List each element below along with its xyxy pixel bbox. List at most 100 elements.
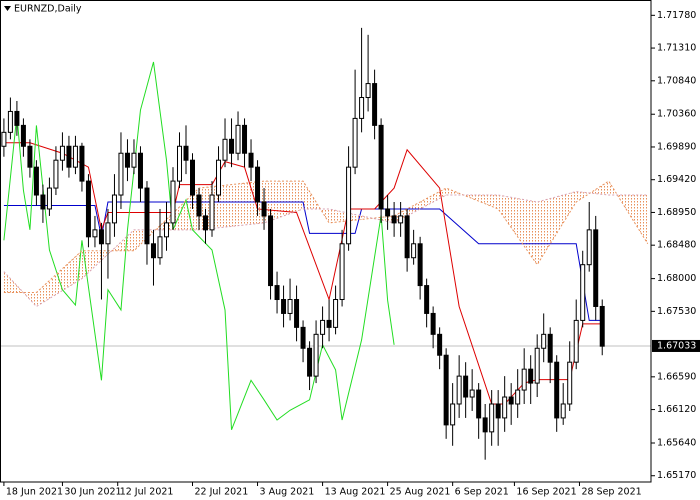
candle-body [53, 159, 59, 189]
x-tick-label: 28 Sep 2021 [581, 487, 641, 498]
x-tick-label: 12 Jul 2021 [120, 487, 174, 498]
candle-body [7, 110, 13, 133]
candle-body [508, 396, 514, 405]
y-tick-label: 1.67530 [657, 306, 696, 317]
candle-body [85, 180, 91, 238]
candle-body [469, 389, 475, 398]
candle-body [98, 229, 104, 245]
x-tick-label: 16 Sep 2021 [516, 487, 576, 498]
candle-body [79, 145, 85, 182]
candle-body [40, 194, 46, 210]
candle-body [456, 375, 462, 405]
candle-body [534, 347, 540, 384]
candle-body [560, 403, 566, 419]
candle-body [346, 166, 352, 245]
candle-body [417, 243, 423, 287]
candle-body [378, 124, 384, 210]
y-tick-label: 1.66120 [657, 404, 696, 415]
candle-body [463, 375, 469, 398]
candle-body [372, 83, 378, 126]
candle-body [495, 403, 501, 419]
y-tick-label: 1.69420 [657, 174, 696, 185]
candle-body [430, 312, 436, 335]
plot-area [0, 27, 651, 460]
candle-body [255, 166, 261, 203]
y-tick-label: 1.68950 [657, 207, 696, 218]
x-tick-label: 22 Jul 2021 [195, 487, 249, 498]
candle-body [586, 229, 592, 266]
y-tick-label: 1.66590 [657, 371, 696, 382]
candle-body [313, 333, 319, 377]
candle-body [27, 145, 33, 168]
candle-body [190, 159, 196, 196]
ichimoku-cloud [3, 181, 648, 307]
candle-body [105, 222, 111, 245]
candle-body [157, 236, 163, 259]
x-tick-label: 13 Aug 2021 [325, 487, 386, 498]
last-price-box [652, 339, 700, 352]
indicator-line [3, 180, 649, 294]
candle-body [72, 145, 78, 168]
candle-body [222, 138, 228, 161]
candle-body [111, 194, 117, 224]
y-tick-label: 1.68480 [657, 240, 696, 251]
y-tick-label: 1.65640 [657, 437, 696, 448]
chart-title: EURNZD,Daily [14, 4, 82, 15]
plot-frame [0, 0, 652, 483]
candle-body [554, 361, 560, 419]
candle-body [287, 299, 293, 314]
candle-body [593, 229, 599, 307]
candle-body [339, 243, 345, 301]
candle-body [183, 145, 189, 161]
candle-body [398, 215, 404, 224]
candle-body [92, 229, 98, 238]
candle-body [424, 285, 430, 314]
symbol-menu-icon[interactable] [4, 6, 11, 11]
candle-body [437, 333, 443, 356]
candle-body [66, 145, 72, 168]
candle-body [124, 152, 130, 168]
candle-body [176, 145, 182, 182]
candle-body [541, 333, 547, 349]
candle-body [14, 110, 20, 126]
candle-body [131, 152, 137, 168]
candle-body [580, 264, 586, 321]
candle-body [1, 131, 7, 147]
candle-body [196, 194, 202, 217]
candle-body [476, 389, 482, 419]
candle-body [248, 152, 254, 168]
candle-body [450, 403, 456, 426]
candle-body [163, 222, 169, 238]
candle-body [307, 347, 313, 377]
candle-body [443, 354, 449, 426]
candle-body [59, 145, 65, 161]
candle-body [567, 361, 573, 405]
candle-body [547, 333, 553, 363]
candle-body [20, 124, 26, 147]
candle-body [242, 124, 248, 154]
candle-body [502, 396, 508, 419]
candle-body [229, 138, 235, 154]
candle-body [203, 215, 209, 231]
y-tick-label: 1.65170 [657, 470, 696, 481]
candle-body [261, 201, 267, 217]
candle-body [489, 403, 495, 433]
y-tick-label: 1.68000 [657, 273, 696, 284]
candle-body [320, 319, 326, 335]
x-tick-label: 30 Jun 2021 [64, 487, 121, 498]
candle-body [352, 117, 358, 168]
candle-body [521, 368, 527, 391]
indicator-line [3, 191, 648, 308]
candle-body [515, 389, 521, 405]
candle-body [528, 368, 534, 384]
y-tick-label: 1.70840 [657, 75, 696, 86]
candle-body [333, 299, 339, 328]
candle-body [137, 152, 143, 189]
candle-body [216, 159, 222, 196]
candle-body [33, 166, 39, 196]
y-tick-label: 1.70360 [657, 109, 696, 120]
y-tick-label: 1.69890 [657, 141, 696, 152]
candle-body [118, 152, 124, 196]
x-tick-label: 25 Aug 2021 [390, 487, 451, 498]
